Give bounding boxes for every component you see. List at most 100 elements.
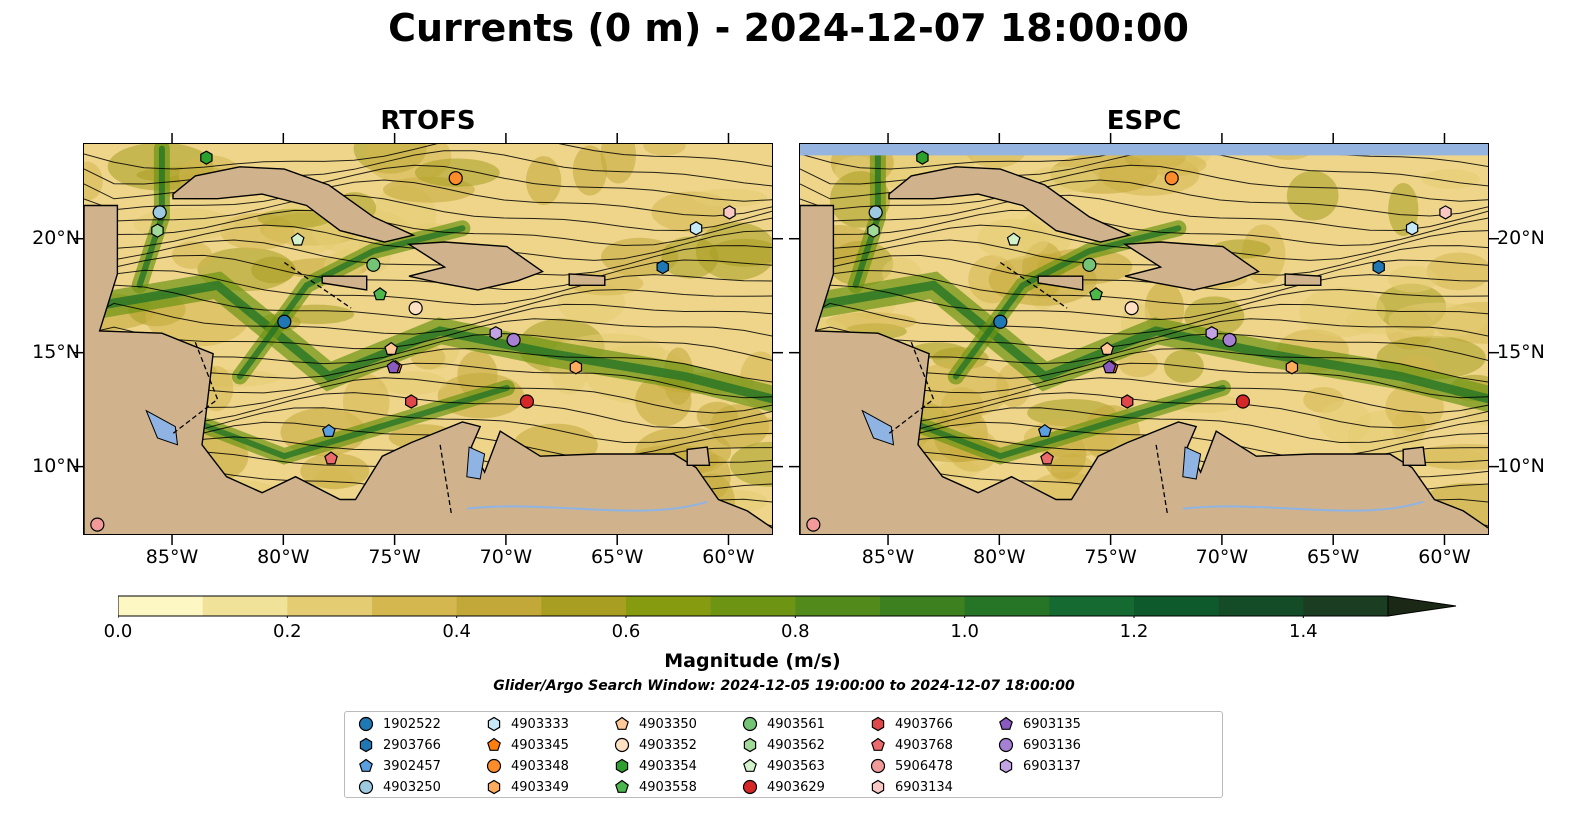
lat-tick-right-2: 10°N: [1497, 454, 1545, 477]
float-marker-5906478: [90, 517, 105, 532]
colorbar-segment: [456, 596, 542, 616]
map-rtofs-svg: [84, 144, 772, 534]
legend-label: 4903348: [511, 758, 569, 774]
legend-label: 4903768: [895, 737, 953, 753]
legend-item-4903350: 4903350: [613, 715, 697, 733]
legend-marker-pentagon-icon: [615, 716, 629, 730]
legend-marker-circle-icon: [998, 737, 1014, 753]
lon-tick-rtofs-4: 65°W: [590, 546, 644, 568]
float-marker-4903250: [868, 205, 883, 220]
float-marker-4903333: [689, 221, 703, 236]
legend-marker-hexagon-icon: [615, 758, 629, 774]
float-marker-6903137: [489, 326, 502, 341]
legend-item-4903768: 4903768: [869, 736, 953, 754]
lon-tick-rtofs-5: 60°W: [702, 546, 755, 568]
float-marker-4903561: [366, 257, 381, 272]
lon-tick-rtofs-3: 70°W: [479, 546, 533, 568]
lon-tick-rtofs-1: 80°W: [257, 546, 310, 568]
legend-label: 6903134: [895, 779, 953, 795]
float-marker-4903352: [1124, 300, 1139, 316]
legend-label: 4903563: [767, 758, 825, 774]
float-marker-4903352: [408, 300, 423, 316]
map-espc-svg: [800, 144, 1488, 534]
legend-marker-circle-icon: [742, 779, 758, 795]
legend-item-4903558: 4903558: [613, 778, 697, 796]
legend-item-6903137: 6903137: [997, 757, 1081, 775]
float-marker-4903766: [1121, 394, 1134, 409]
legend-item-4903352: 4903352: [613, 736, 697, 754]
colorbar-tick-label: 0.8: [781, 621, 810, 642]
lat-tick-left-1: 15°N: [32, 340, 80, 363]
legend-label: 4903345: [511, 737, 569, 753]
float-marker-3902457: [321, 423, 336, 437]
float-marker-5906478: [806, 517, 821, 532]
legend-marker-circle-icon: [358, 716, 374, 732]
legend-item-4903354: 4903354: [613, 757, 697, 775]
legend-item-3902457: 3902457: [357, 757, 441, 775]
map-panel-espc[interactable]: [799, 143, 1489, 535]
colorbar-segment: [880, 596, 966, 616]
legend-label: 6903137: [1023, 758, 1081, 774]
colorbar-segment: [1134, 596, 1220, 616]
float-marker-6903134: [1439, 205, 1452, 220]
map-panel-rtofs[interactable]: [83, 143, 773, 535]
float-marker-2903766: [1372, 259, 1385, 275]
legend-marker-hexagon-icon: [487, 716, 501, 732]
float-marker-4903768: [324, 451, 338, 465]
legend-marker-circle-icon: [358, 779, 374, 795]
legend-item-4903333: 4903333: [485, 715, 569, 733]
panel-title-espc: ESPC: [1106, 106, 1182, 136]
legend-item-4903563: 4903563: [741, 757, 825, 775]
float-marker-3902457: [1037, 423, 1052, 437]
float-marker-4903629: [519, 394, 535, 409]
lon-tick-espc-2: 75°W: [1084, 546, 1137, 568]
legend-item-4903629: 4903629: [741, 778, 825, 796]
colorbar-segment: [287, 596, 373, 616]
float-marker-4903348: [1164, 171, 1179, 186]
colorbar-segment: [1218, 596, 1304, 616]
legend-marker-circle-icon: [614, 737, 630, 753]
legend-item-6903136: 6903136: [997, 736, 1081, 754]
legend-label: 1902522: [383, 716, 441, 732]
colorbar-tick-label: 1.4: [1289, 621, 1318, 642]
legend-marker-pentagon-icon: [871, 737, 885, 751]
legend-marker-hexagon-icon: [999, 758, 1013, 774]
colorbar-segment: [1049, 596, 1135, 616]
float-marker-4903354: [916, 150, 929, 165]
legend-item-4903348: 4903348: [485, 757, 569, 775]
legend-label: 4903562: [767, 737, 825, 753]
float-marker-6903135: [386, 360, 401, 374]
float-marker-4903563: [1006, 232, 1021, 246]
legend-marker-hexagon-icon: [487, 779, 501, 795]
colorbar-tick-label: 0.4: [442, 621, 471, 642]
float-marker-4903350: [384, 341, 399, 355]
float-marker-4903350: [1100, 341, 1115, 355]
legend-label: 4903250: [383, 779, 441, 795]
float-marker-1902522: [993, 314, 1008, 329]
legend-marker-pentagon-icon: [615, 779, 629, 793]
legend-label: 4903350: [639, 716, 697, 732]
legend-marker-circle-icon: [486, 758, 502, 774]
panel-title-rtofs: RTOFS: [380, 106, 476, 136]
legend-label: 5906478: [895, 758, 953, 774]
float-marker-4903250: [152, 205, 167, 220]
legend-label: 4903349: [511, 779, 569, 795]
lat-tick-right-0: 20°N: [1497, 226, 1545, 249]
colorbar: [118, 595, 1457, 618]
colorbar-segment: [541, 596, 627, 616]
lat-tick-right-1: 15°N: [1497, 340, 1545, 363]
legend-label: 4903629: [767, 779, 825, 795]
float-marker-4903558: [1089, 287, 1103, 301]
float-marker-6903137: [1205, 326, 1218, 341]
lon-tick-espc-1: 80°W: [973, 546, 1026, 568]
legend-label: 4903766: [895, 716, 953, 732]
legend-label: 6903136: [1023, 737, 1081, 753]
colorbar-segment: [964, 596, 1050, 616]
legend-item-4903345: 4903345: [485, 736, 569, 754]
colorbar-tick-label: 0.6: [611, 621, 641, 642]
colorbar-segment: [1303, 596, 1389, 616]
legend-label: 4903354: [639, 758, 697, 774]
lat-tick-left-0: 20°N: [32, 226, 80, 249]
legend-label: 4903333: [511, 716, 569, 732]
